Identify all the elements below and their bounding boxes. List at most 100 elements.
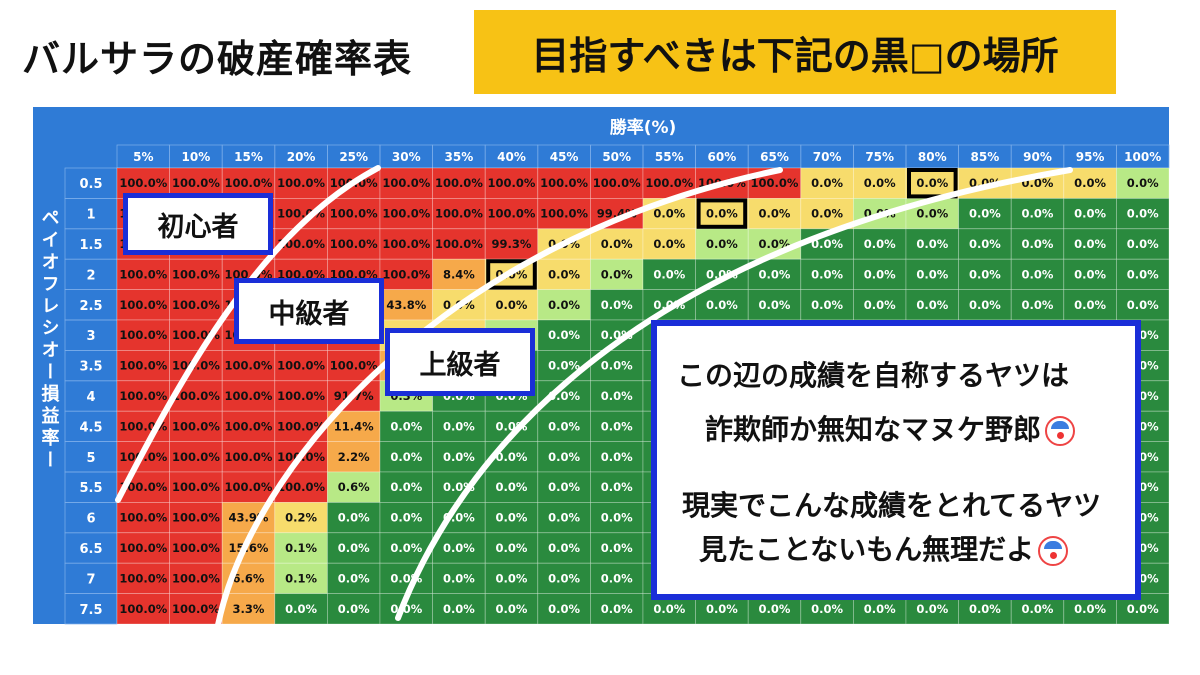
y-tick-label: 7	[86, 572, 95, 587]
cell-value-label: 100.0%	[172, 419, 220, 433]
cell-value-label: 0.0%	[864, 298, 896, 312]
cell-value-label: 0.0%	[601, 237, 633, 251]
cell-value-label: 0.0%	[390, 480, 422, 494]
x-tick-label: 95%	[1076, 150, 1105, 164]
cell-value-label: 100.0%	[225, 176, 273, 190]
cell-value-label: 0.0%	[338, 602, 370, 616]
cell-value-label: 100.0%	[593, 176, 641, 190]
cell-value-label: 0.0%	[969, 176, 1001, 190]
cell-value-label: 0.0%	[548, 602, 580, 616]
cell-value-label: 43.9%	[229, 511, 269, 525]
x-tick-label: 40%	[497, 150, 526, 164]
cell-value-label: 100.0%	[277, 176, 325, 190]
cell-value-label: 100.0%	[172, 602, 220, 616]
cell-value-label: 0.0%	[864, 237, 896, 251]
cell-value-label: 0.0%	[1074, 176, 1106, 190]
cell-value-label: 100.0%	[225, 389, 273, 403]
heatmap-cell	[169, 593, 223, 625]
cell-value-label: 0.0%	[548, 237, 580, 251]
cell-value-label: 0.0%	[443, 419, 475, 433]
cell-value-label: 0.0%	[1074, 602, 1106, 616]
x-tick-label: 75%	[865, 150, 894, 164]
cell-value-label: 100.0%	[172, 328, 220, 342]
cell-value-label: 0.0%	[601, 359, 633, 373]
cell-value-label: 0.0%	[1074, 237, 1106, 251]
clown-face-icon	[1045, 416, 1076, 446]
cell-value-label: 100.0%	[119, 602, 167, 616]
heatmap-cell	[1116, 258, 1170, 291]
cell-value-label: 0.0%	[390, 511, 422, 525]
advanced-label: 上級者	[385, 328, 535, 396]
x-tick-label: 35%	[445, 150, 474, 164]
cell-value-label: 100.0%	[382, 176, 430, 190]
cell-value-label: 91.7%	[334, 389, 374, 403]
cell-value-label: 0.0%	[706, 298, 738, 312]
x-axis-label: 勝率(%)	[610, 117, 677, 138]
cell-value-label: 100.0%	[225, 480, 273, 494]
cell-value-label: 0.0%	[864, 267, 896, 281]
cell-value-label: 100.0%	[119, 359, 167, 373]
cell-value-label: 100.0%	[382, 207, 430, 221]
cell-value-label: 100.0%	[330, 237, 378, 251]
cell-value-label: 0.6%	[338, 480, 370, 494]
cell-value-label: 100.0%	[330, 359, 378, 373]
cell-value-label: 3.3%	[233, 602, 265, 616]
cell-value-label: 0.0%	[443, 511, 475, 525]
cell-value-label: 100.0%	[119, 298, 167, 312]
cell-value-label: 100.0%	[751, 176, 799, 190]
callout-line-2-wrap: 詐欺師か無知なマヌケ野郎	[705, 408, 1076, 448]
cell-value-label: 0.0%	[916, 176, 948, 190]
cell-value-label: 0.0%	[601, 389, 633, 403]
cell-value-label: 0.0%	[706, 267, 738, 281]
cell-value-label: 100.0%	[172, 389, 220, 403]
cell-value-label: 100.0%	[172, 298, 220, 312]
cell-value-label: 0.0%	[601, 419, 633, 433]
cell-value-label: 0.0%	[864, 176, 896, 190]
cell-value-label: 0.0%	[916, 267, 948, 281]
intermediate-label: 中級者	[234, 278, 384, 344]
callout-line-1: この辺の成績を自称するヤツは	[677, 359, 1070, 392]
cell-value-label: 0.0%	[706, 237, 738, 251]
cell-value-label: 100.0%	[277, 419, 325, 433]
cell-value-label: 100.0%	[540, 207, 588, 221]
cell-value-label: 100.0%	[119, 450, 167, 464]
x-tick-label: 20%	[287, 150, 316, 164]
cell-value-label: 0.0%	[496, 480, 528, 494]
cell-value-label: 100.0%	[172, 267, 220, 281]
cell-value-label: 0.0%	[496, 602, 528, 616]
y-tick-label: 5.5	[79, 481, 102, 496]
cell-value-label: 100.0%	[119, 480, 167, 494]
heatmap-cell	[169, 532, 223, 564]
cell-value-label: 0.0%	[601, 298, 633, 312]
cell-value-label: 0.0%	[601, 571, 633, 585]
cell-value-label: 0.0%	[496, 419, 528, 433]
cell-value-label: 0.0%	[811, 298, 843, 312]
heatmap-cell	[169, 562, 223, 595]
y-tick-label: 3	[86, 329, 95, 344]
cell-value-label: 0.2%	[285, 511, 317, 525]
cell-value-label: 0.0%	[443, 571, 475, 585]
cell-value-label: 100.0%	[225, 419, 273, 433]
cell-value-label: 100.0%	[172, 511, 220, 525]
cell-value-label: 0.0%	[1022, 207, 1054, 221]
cell-value-label: 0.0%	[390, 541, 422, 555]
x-tick-label: 65%	[760, 150, 789, 164]
cell-value-label: 0.0%	[759, 267, 791, 281]
cell-value-label: 0.0%	[548, 541, 580, 555]
x-tick-label: 10%	[182, 150, 211, 164]
cell-value-label: 0.0%	[548, 480, 580, 494]
cell-value-label: 99.4%	[597, 207, 637, 221]
cell-value-label: 0.0%	[443, 541, 475, 555]
cell-value-label: 0.0%	[969, 207, 1001, 221]
cell-value-label: 100.0%	[540, 176, 588, 190]
cell-value-label: 0.0%	[548, 511, 580, 525]
y-tick-label: 6.5	[79, 542, 102, 557]
heatmap-cell	[116, 501, 170, 534]
cell-value-label: 0.0%	[811, 176, 843, 190]
cell-value-label: 0.0%	[496, 511, 528, 525]
cell-value-label: 0.0%	[1022, 267, 1054, 281]
cell-value-label: 0.0%	[548, 419, 580, 433]
cell-value-label: 100.0%	[277, 450, 325, 464]
callout-line-4: 見たことないもん無理だよ	[699, 533, 1035, 566]
cell-value-label: 100.0%	[172, 571, 220, 585]
